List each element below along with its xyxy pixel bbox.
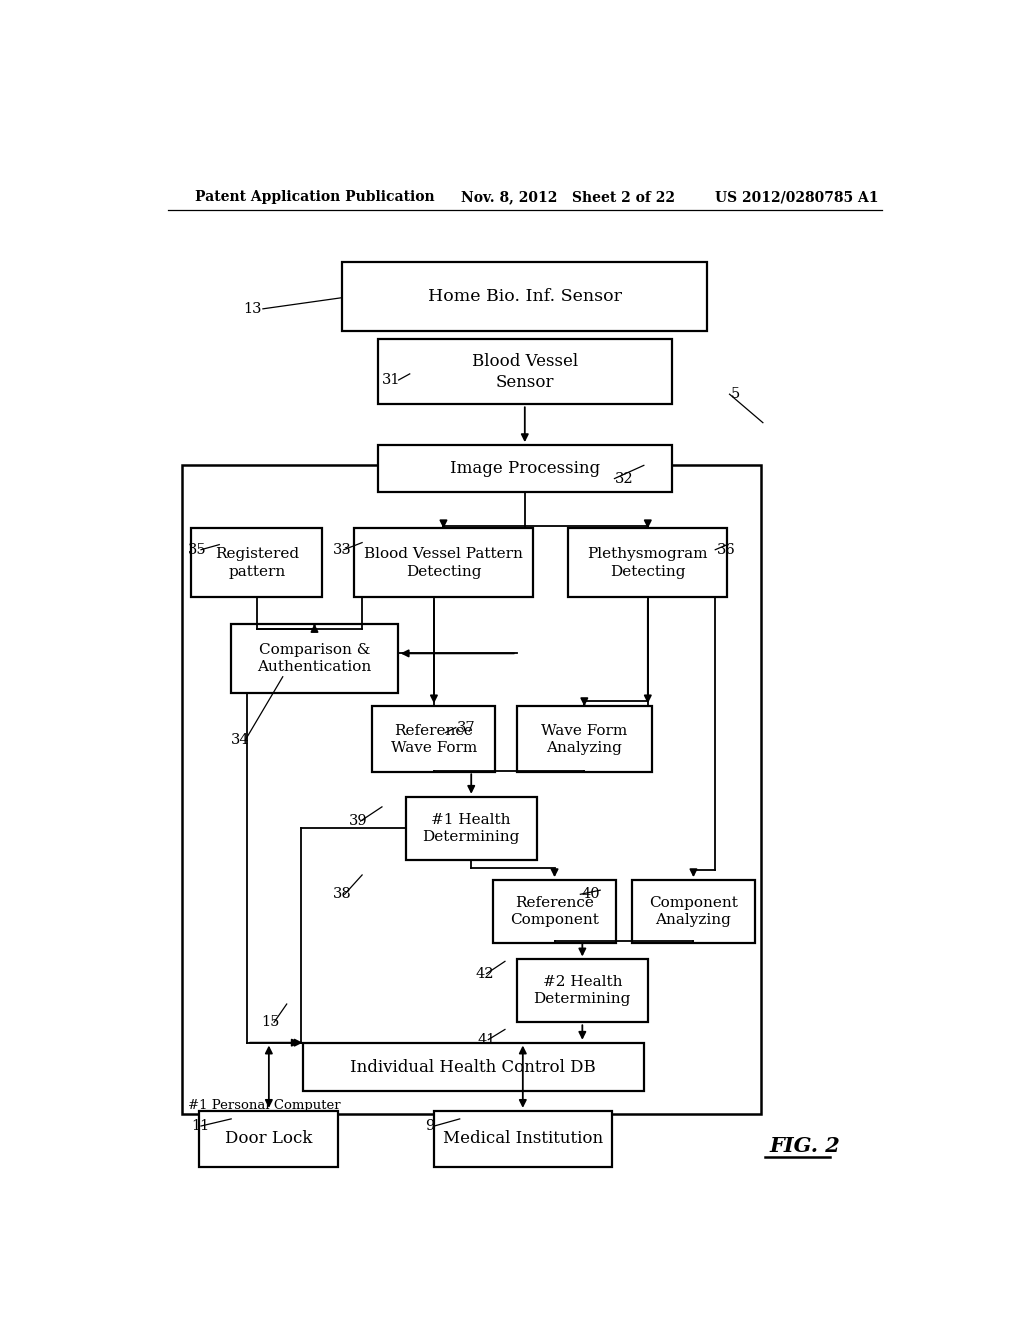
Text: 36: 36 xyxy=(717,543,735,557)
Bar xyxy=(517,706,652,772)
Text: 31: 31 xyxy=(382,374,400,387)
Text: Patent Application Publication: Patent Application Publication xyxy=(196,190,435,205)
Bar xyxy=(433,1110,612,1167)
Bar xyxy=(200,1110,338,1167)
Bar xyxy=(231,624,397,693)
Text: 13: 13 xyxy=(243,302,261,315)
Text: Reference
Wave Form: Reference Wave Form xyxy=(391,723,477,755)
Text: 33: 33 xyxy=(333,543,351,557)
Text: Wave Form
Analyzing: Wave Form Analyzing xyxy=(542,723,628,755)
Text: 37: 37 xyxy=(458,721,476,735)
Text: 35: 35 xyxy=(187,543,206,557)
Bar xyxy=(378,445,672,492)
Text: #1 Health
Determining: #1 Health Determining xyxy=(423,813,520,843)
Text: Blood Vessel
Sensor: Blood Vessel Sensor xyxy=(472,352,578,391)
Text: Blood Vessel Pattern
Detecting: Blood Vessel Pattern Detecting xyxy=(364,548,523,578)
Text: 40: 40 xyxy=(582,887,600,902)
Bar xyxy=(342,263,708,331)
Text: Medical Institution: Medical Institution xyxy=(442,1130,603,1147)
Text: 9: 9 xyxy=(425,1119,434,1133)
Text: 38: 38 xyxy=(333,887,351,902)
Text: Registered
pattern: Registered pattern xyxy=(215,548,299,578)
Text: 11: 11 xyxy=(191,1119,210,1133)
Text: Comparison &
Authentication: Comparison & Authentication xyxy=(257,643,372,675)
Text: #1 Personal Computer: #1 Personal Computer xyxy=(188,1098,341,1111)
Text: 15: 15 xyxy=(261,1015,280,1030)
Bar xyxy=(517,960,648,1022)
Bar xyxy=(568,528,727,598)
Bar xyxy=(303,1043,644,1092)
Bar xyxy=(378,339,672,404)
Text: Component
Analyzing: Component Analyzing xyxy=(649,896,738,927)
Text: Home Bio. Inf. Sensor: Home Bio. Inf. Sensor xyxy=(428,288,622,305)
Text: 32: 32 xyxy=(615,471,634,486)
Text: Door Lock: Door Lock xyxy=(225,1130,312,1147)
Text: 34: 34 xyxy=(231,733,250,747)
Text: 42: 42 xyxy=(475,966,495,981)
Text: US 2012/0280785 A1: US 2012/0280785 A1 xyxy=(715,190,879,205)
Text: Plethysmogram
Detecting: Plethysmogram Detecting xyxy=(588,548,708,578)
Text: 41: 41 xyxy=(477,1032,496,1047)
Text: FIG. 2: FIG. 2 xyxy=(769,1137,840,1156)
Bar xyxy=(354,528,532,598)
Bar xyxy=(182,466,761,1114)
Bar xyxy=(373,706,496,772)
Bar xyxy=(406,797,537,859)
Text: Nov. 8, 2012   Sheet 2 of 22: Nov. 8, 2012 Sheet 2 of 22 xyxy=(461,190,675,205)
Bar xyxy=(632,880,755,942)
Bar xyxy=(494,880,616,942)
Text: 39: 39 xyxy=(348,814,368,828)
Text: #2 Health
Determining: #2 Health Determining xyxy=(534,975,631,1006)
Text: Reference
Component: Reference Component xyxy=(510,896,599,927)
Bar xyxy=(191,528,323,598)
Text: 5: 5 xyxy=(731,387,740,401)
Text: Image Processing: Image Processing xyxy=(450,459,600,477)
Text: Individual Health Control DB: Individual Health Control DB xyxy=(350,1059,596,1076)
